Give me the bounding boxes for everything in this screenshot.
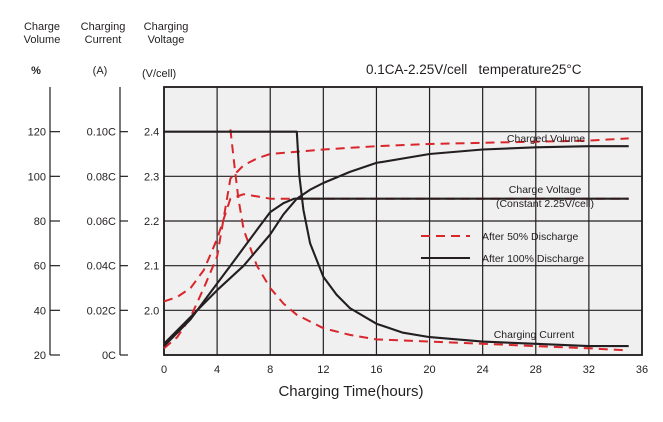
label-charge-voltage-constant: (Constant 2.25V/cell)	[496, 198, 594, 210]
header-charge-volume-line2: Volume	[24, 34, 61, 46]
curves	[163, 129, 629, 352]
charge-volume-tick-label-3: 60	[34, 261, 46, 273]
curve-50-charging-current	[229, 129, 629, 352]
x-tick-label-6: 24	[477, 364, 489, 376]
unit-charging-current: (A)	[93, 65, 108, 77]
curve-100-charge-volume	[163, 145, 629, 345]
x-tick-label-7: 28	[530, 364, 542, 376]
charging-current-tick-label-1: 0.08C	[87, 171, 116, 183]
charging-voltage-tick-label-4: 2.0	[144, 305, 159, 317]
charge-volume-tick-label-2: 80	[34, 216, 46, 228]
axis-charge-volume: 120 100 80 60 40 20	[28, 87, 60, 362]
chart-conditions: 0.1CA-2.25V/cell temperature25°C	[366, 62, 582, 77]
label-charge-voltage: Charge Voltage	[509, 184, 582, 196]
charging-voltage-tick-label-1: 2.3	[144, 171, 159, 183]
x-tick-label-8: 32	[583, 364, 595, 376]
label-charged-volume: Charged Volume	[507, 133, 585, 145]
x-tick-label-2: 8	[267, 364, 273, 376]
legend-label-50: After 50% Discharge	[482, 231, 578, 243]
curve-50-charge-volume	[163, 137, 629, 350]
axis-charging-voltage: 2.4 2.3 2.2 2.1 2.0	[144, 87, 165, 355]
x-tick-label-0: 0	[161, 364, 167, 376]
charge-volume-tick-label-5: 20	[34, 350, 46, 362]
legend-label-100: After 100% Discharge	[482, 253, 584, 265]
x-tick-label-1: 4	[214, 364, 220, 376]
x-tick-label-5: 20	[423, 364, 435, 376]
header-charge-volume-line1: Charge	[24, 21, 60, 33]
charging-current-tick-label-5: 0C	[102, 350, 116, 362]
charge-volume-tick-label-1: 100	[28, 171, 46, 183]
charging-current-tick-label-2: 0.06C	[87, 216, 116, 228]
label-charging-current: Charging Current	[494, 329, 575, 341]
x-axis-title: Charging Time(hours)	[278, 383, 423, 400]
header-charging-current-line2: Current	[85, 34, 122, 46]
charging-voltage-tick-label-3: 2.1	[144, 261, 159, 273]
charge-volume-tick-label-4: 40	[34, 305, 46, 317]
x-tick-label-3: 12	[317, 364, 329, 376]
charging-current-tick-label-0: 0.10C	[87, 127, 116, 139]
charge-volume-tick-label-0: 120	[28, 127, 46, 139]
charging-current-tick-label-4: 0.02C	[87, 305, 116, 317]
x-tick-label-9: 36	[636, 364, 648, 376]
curve-100-charging-current	[164, 130, 629, 348]
header-charging-voltage-line2: Voltage	[148, 34, 185, 46]
x-axis: 0 4 8 12 16 20 24 28 32 36	[161, 364, 648, 376]
charging-voltage-tick-label-0: 2.4	[144, 127, 159, 139]
header-charging-current-line1: Charging	[81, 21, 126, 33]
charging-voltage-tick-label-2: 2.2	[144, 216, 159, 228]
axis-charging-current: 0.10C 0.08C 0.06C 0.04C 0.02C 0C	[87, 87, 128, 362]
header-charging-voltage-line1: Charging	[144, 21, 189, 33]
unit-charge-volume: %	[31, 65, 41, 77]
legend: After 50% Discharge After 100% Discharge	[421, 231, 584, 265]
unit-charging-voltage: (V/cell)	[142, 68, 176, 80]
charging-current-tick-label-3: 0.04C	[87, 261, 116, 273]
x-tick-label-4: 16	[370, 364, 382, 376]
